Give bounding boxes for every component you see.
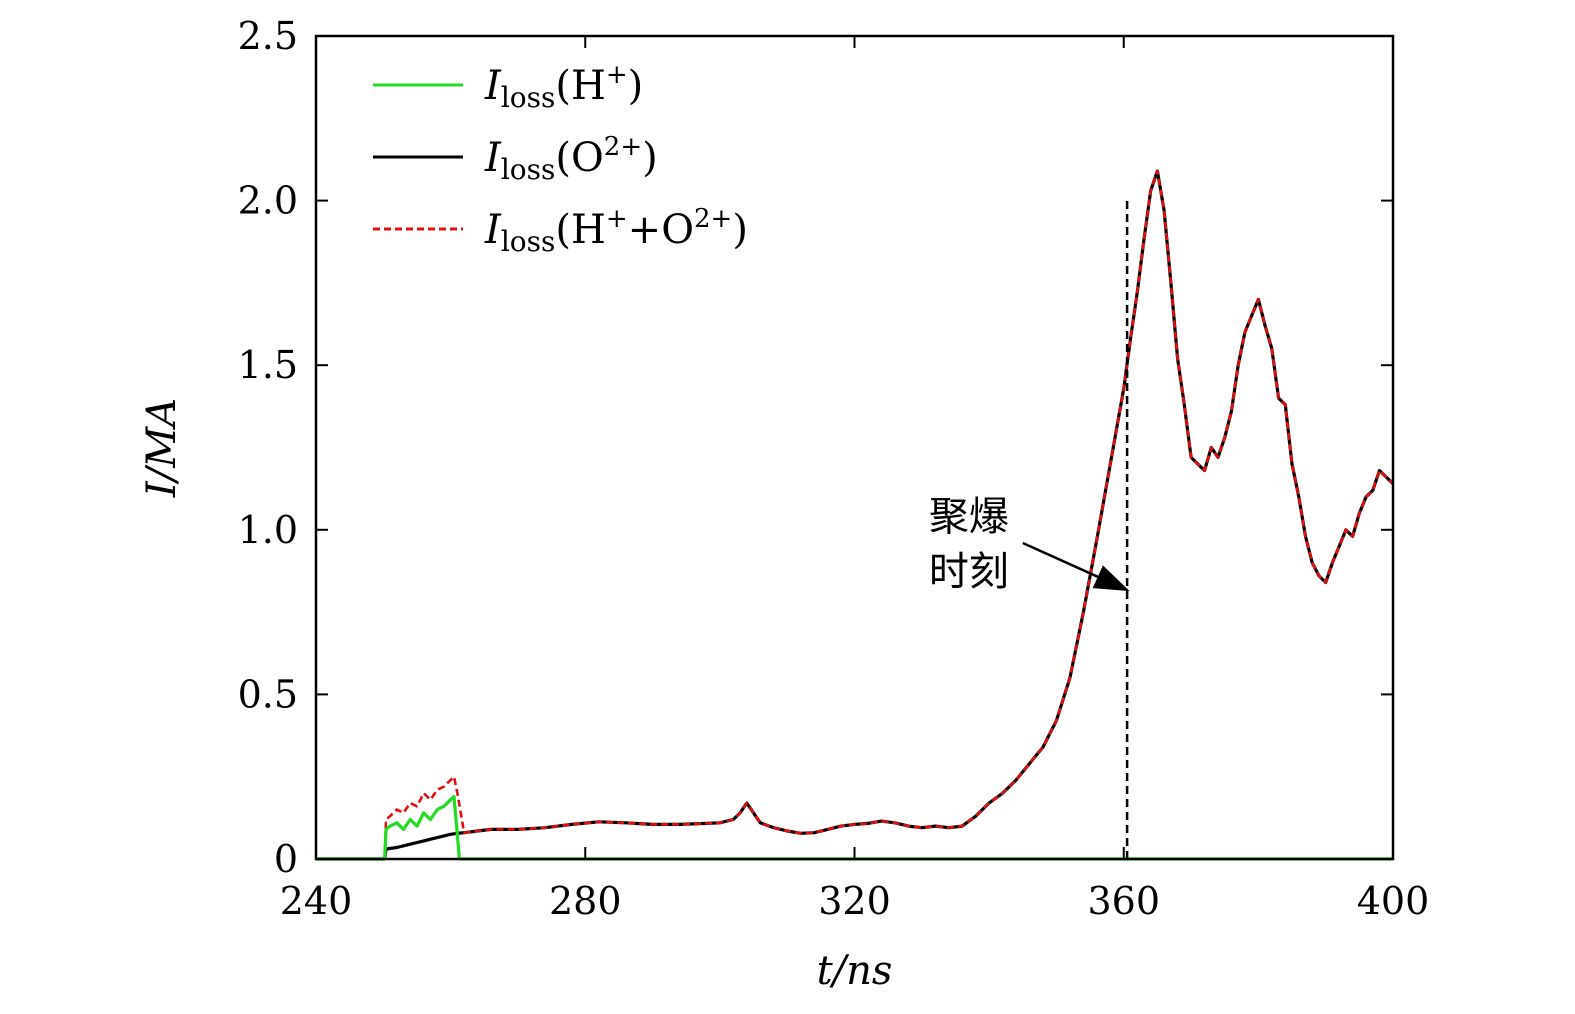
y-axis-label: I/MA — [139, 398, 185, 498]
legend-part: (H — [555, 63, 606, 109]
legend-part: + — [606, 60, 628, 90]
legend-part: ) — [642, 135, 658, 181]
legend-part: (H — [555, 207, 606, 253]
plot-frame — [314, 34, 1395, 861]
legend-part: I — [484, 207, 502, 253]
x-tick-label: 400 — [1357, 879, 1430, 923]
x-axis-label: t/ns — [817, 948, 893, 994]
legend-part: ) — [628, 63, 644, 109]
series-line-2 — [316, 169, 1394, 861]
legend-part: + — [606, 204, 628, 234]
legend-part: (O — [555, 135, 603, 181]
legend-entry-0: Iloss(H+) — [484, 60, 643, 114]
y-tick-label: 0.5 — [238, 672, 298, 716]
legend-entry-1: Iloss(O2+) — [484, 132, 658, 186]
series-layer — [316, 169, 1395, 861]
annotation-text-line2: 时刻 — [929, 549, 1009, 595]
annotation-arrow — [1022, 541, 1130, 592]
y-tick-label: 1.5 — [238, 343, 298, 387]
annotation-text-line1: 聚爆 — [929, 494, 1009, 540]
ticks-layer: 240 280 320 360 400 0 0.5 1.0 1.5 2.0 2.5 — [238, 14, 1430, 923]
legend-part: 2+ — [694, 204, 732, 234]
y-tick-label: 0 — [274, 837, 298, 881]
legend-part: loss — [501, 81, 556, 114]
legend-part: loss — [501, 225, 556, 258]
x-tick-label: 360 — [1087, 879, 1160, 923]
x-tick-label: 280 — [549, 879, 622, 923]
legend-part: +O — [628, 207, 694, 253]
y-tick-label: 2.0 — [238, 179, 298, 223]
legend-part: 2+ — [604, 132, 642, 162]
legend-part: I — [484, 135, 502, 181]
y-tick-label: 1.0 — [238, 508, 298, 552]
legend-entry-2: Iloss(H++O2+) — [484, 204, 748, 258]
y-tick-label: 2.5 — [238, 14, 298, 58]
legend-part: loss — [501, 153, 556, 186]
series-line-1 — [316, 169, 1395, 861]
x-tick-label: 320 — [818, 879, 891, 923]
x-tick-label: 240 — [280, 879, 353, 923]
legend-part: ) — [732, 207, 748, 253]
legend: Iloss(H+)Iloss(O2+)Iloss(H++O2+) — [373, 60, 748, 258]
legend-part: I — [484, 63, 502, 109]
